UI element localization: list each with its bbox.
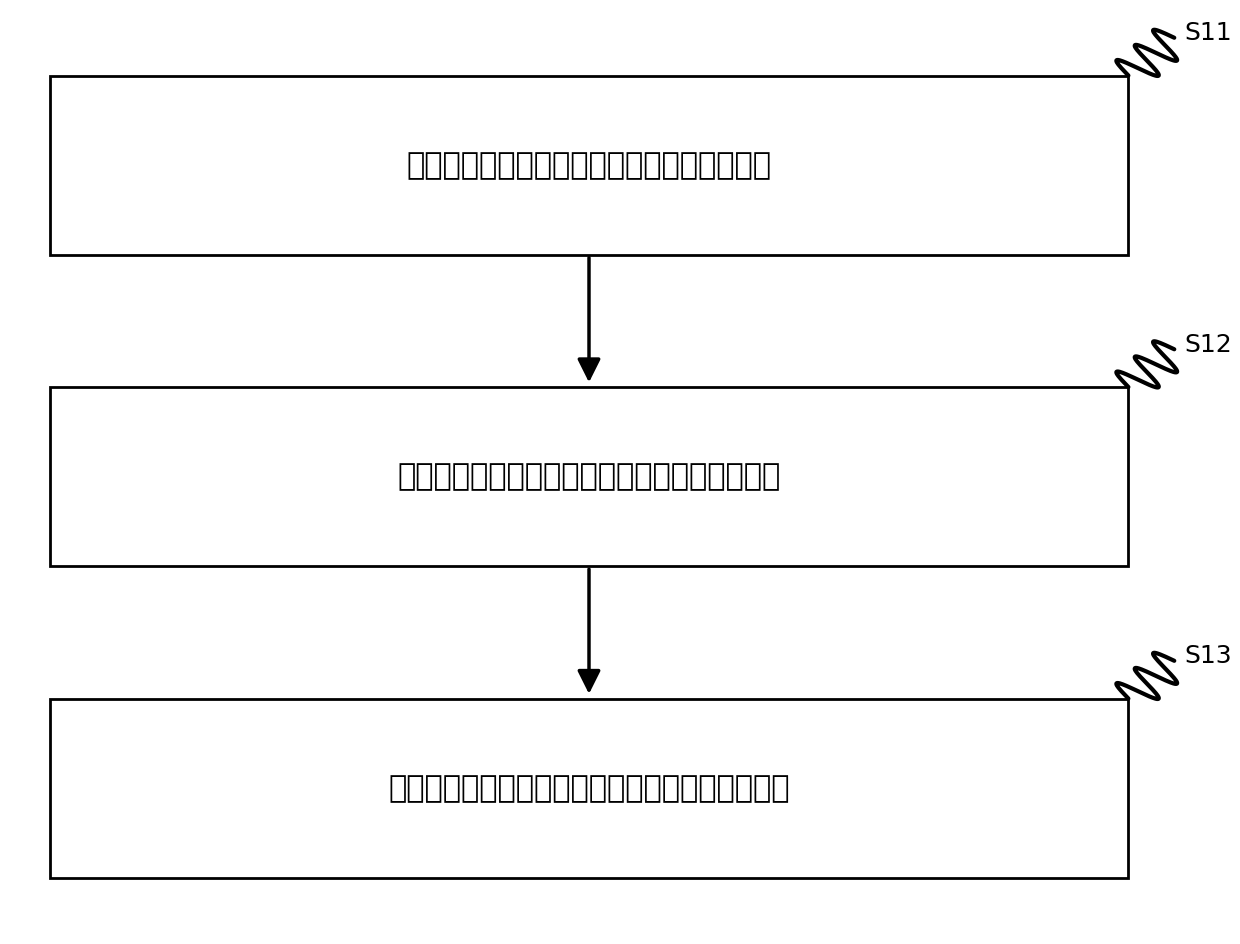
Bar — [50, 699, 1128, 878]
Text: S13: S13 — [1184, 644, 1231, 668]
Text: 根据所述通过特征信息以及所述类型控制电梯运行: 根据所述通过特征信息以及所述类型控制电梯运行 — [388, 774, 790, 802]
Text: 根据所述通过特征信息识别所述乘载对象的类型: 根据所述通过特征信息识别所述乘载对象的类型 — [397, 463, 781, 491]
Text: S12: S12 — [1184, 332, 1233, 357]
Text: S11: S11 — [1184, 21, 1231, 45]
Bar — [50, 387, 1128, 566]
Bar — [50, 76, 1128, 255]
Text: 获取乘载对象进出电梯过程中的通过特征信息: 获取乘载对象进出电梯过程中的通过特征信息 — [407, 151, 771, 179]
